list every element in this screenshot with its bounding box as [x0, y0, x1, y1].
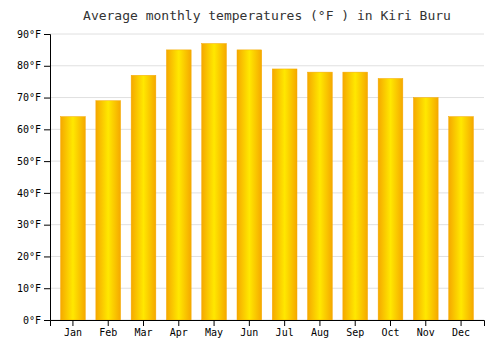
tick: Feb — [99, 320, 117, 338]
bar — [272, 69, 297, 320]
tick: May — [205, 320, 223, 338]
tick-label: Jun — [240, 327, 258, 338]
grid — [50, 34, 484, 320]
tick-mark — [461, 320, 462, 326]
x-axis: Jan Feb Mar Apr May Jun Jul Aug Sep Oct Nov Dec — [51, 320, 485, 338]
tick: 50°F — [17, 156, 50, 167]
tick: 90°F — [17, 29, 50, 40]
axis-line — [44, 35, 51, 321]
tick-label: Jan — [64, 327, 82, 338]
tick: 80°F — [17, 60, 50, 71]
bar — [61, 117, 86, 320]
tick-label: Nov — [417, 327, 435, 338]
tick: 60°F — [17, 124, 50, 135]
bar — [413, 98, 438, 320]
tick: Nov — [417, 320, 435, 338]
tick-mark — [214, 320, 215, 326]
tick-mark — [425, 320, 426, 326]
tick-mark — [108, 320, 109, 326]
bar — [96, 101, 121, 320]
axis-line — [51, 321, 485, 327]
tick-mark — [319, 320, 320, 326]
tick-mark — [44, 98, 50, 99]
tick-mark — [44, 193, 50, 194]
tick-label: 80°F — [17, 60, 41, 71]
tick: Sep — [346, 320, 364, 338]
tick: Jan — [64, 320, 82, 338]
tick: Dec — [452, 320, 470, 338]
tick-label: Jul — [276, 327, 294, 338]
tick-mark — [249, 320, 250, 326]
tick: 0°F — [23, 315, 50, 326]
tick-mark — [44, 320, 50, 321]
tick-mark — [284, 320, 285, 326]
tick-label: Oct — [381, 327, 399, 338]
tick-mark — [44, 225, 50, 226]
tick-mark — [44, 161, 50, 162]
bar — [378, 78, 403, 320]
tick-mark — [178, 320, 179, 326]
bars — [61, 44, 474, 320]
tick: 10°F — [17, 283, 50, 294]
tick-mark — [143, 320, 144, 326]
tick: 40°F — [17, 188, 50, 199]
bar — [343, 72, 368, 320]
tick-label: 10°F — [17, 283, 41, 294]
bar — [202, 44, 227, 320]
tick-label: 40°F — [17, 188, 41, 199]
tick-label: Feb — [99, 327, 117, 338]
tick: 30°F — [17, 219, 50, 230]
tick-mark — [72, 320, 73, 326]
tick: 70°F — [17, 92, 50, 103]
tick-label: Aug — [311, 327, 329, 338]
tick: Aug — [311, 320, 329, 338]
tick-label: 70°F — [17, 92, 41, 103]
plot: 0°F 10°F 20°F 30°F 40°F 50°F 60°F 70°F 80°F 90°F J… — [17, 29, 485, 338]
grid-line — [50, 34, 484, 35]
tick-label: 0°F — [23, 315, 41, 326]
tick: Oct — [381, 320, 399, 338]
bar — [449, 117, 474, 320]
chart: 0°F 10°F 20°F 30°F 40°F 50°F 60°F 70°F 80°F 90°F J… — [0, 0, 500, 350]
tick-mark — [44, 256, 50, 257]
tick-label: Sep — [346, 327, 364, 338]
title: Average monthly temperatures (°F ) in Ki… — [83, 8, 451, 23]
tick-label: May — [205, 327, 223, 338]
bar — [308, 72, 333, 320]
tick-label: Dec — [452, 327, 470, 338]
tick-mark — [44, 34, 50, 35]
tick-mark — [44, 288, 50, 289]
tick: Mar — [134, 320, 152, 338]
tick: Apr — [170, 320, 188, 338]
bar — [237, 50, 262, 320]
grid-line — [50, 65, 484, 66]
bar — [131, 75, 156, 320]
tick-label: 30°F — [17, 219, 41, 230]
tick-label: Mar — [134, 327, 152, 338]
tick-label: 60°F — [17, 124, 41, 135]
tick: 20°F — [17, 251, 50, 262]
tick-mark — [390, 320, 391, 326]
tick: Jul — [276, 320, 294, 338]
tick-label: 50°F — [17, 156, 41, 167]
tick: Jun — [240, 320, 258, 338]
bar — [166, 50, 191, 320]
tick-label: 20°F — [17, 251, 41, 262]
tick-mark — [44, 66, 50, 67]
y-axis: 0°F 10°F 20°F 30°F 40°F 50°F 60°F 70°F 80°F 90°F — [17, 29, 51, 326]
tick-mark — [44, 129, 50, 130]
tick-label: Apr — [170, 327, 188, 338]
tick-mark — [355, 320, 356, 326]
tick-label: 90°F — [17, 29, 41, 40]
